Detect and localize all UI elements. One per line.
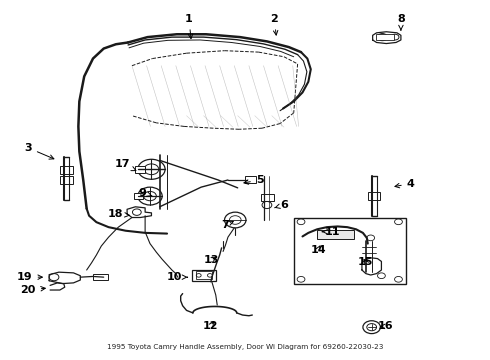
Text: 5: 5: [244, 175, 264, 185]
Bar: [317, 230, 354, 239]
Text: 3: 3: [24, 143, 54, 159]
Text: 13: 13: [203, 255, 219, 265]
Text: 7: 7: [221, 220, 233, 230]
Text: 17: 17: [115, 159, 136, 171]
Text: 10: 10: [167, 272, 188, 282]
Bar: [93, 274, 108, 280]
Bar: [294, 217, 406, 284]
Text: 16: 16: [377, 321, 393, 332]
Bar: [375, 33, 394, 40]
Bar: [134, 193, 143, 199]
Bar: [60, 176, 73, 184]
Text: 19: 19: [17, 272, 42, 282]
Text: 11: 11: [322, 227, 341, 237]
Text: 14: 14: [310, 245, 326, 255]
Text: 1: 1: [185, 14, 193, 39]
Text: 4: 4: [395, 179, 415, 189]
Bar: [261, 194, 274, 202]
Text: 9: 9: [139, 188, 152, 198]
Bar: [135, 166, 145, 173]
Text: 6: 6: [274, 200, 288, 210]
Text: 12: 12: [203, 321, 219, 331]
Text: 8: 8: [397, 14, 405, 30]
Text: 20: 20: [21, 285, 45, 295]
Bar: [60, 166, 73, 174]
Text: 2: 2: [270, 14, 278, 35]
Bar: [368, 192, 380, 200]
Bar: [193, 270, 216, 281]
Text: 18: 18: [108, 209, 129, 219]
Bar: [196, 271, 212, 279]
Text: 15: 15: [358, 257, 373, 267]
Text: 1995 Toyota Camry Handle Assembly, Door Wi Diagram for 69260-22030-23: 1995 Toyota Camry Handle Assembly, Door …: [107, 344, 383, 350]
Bar: [245, 176, 256, 183]
